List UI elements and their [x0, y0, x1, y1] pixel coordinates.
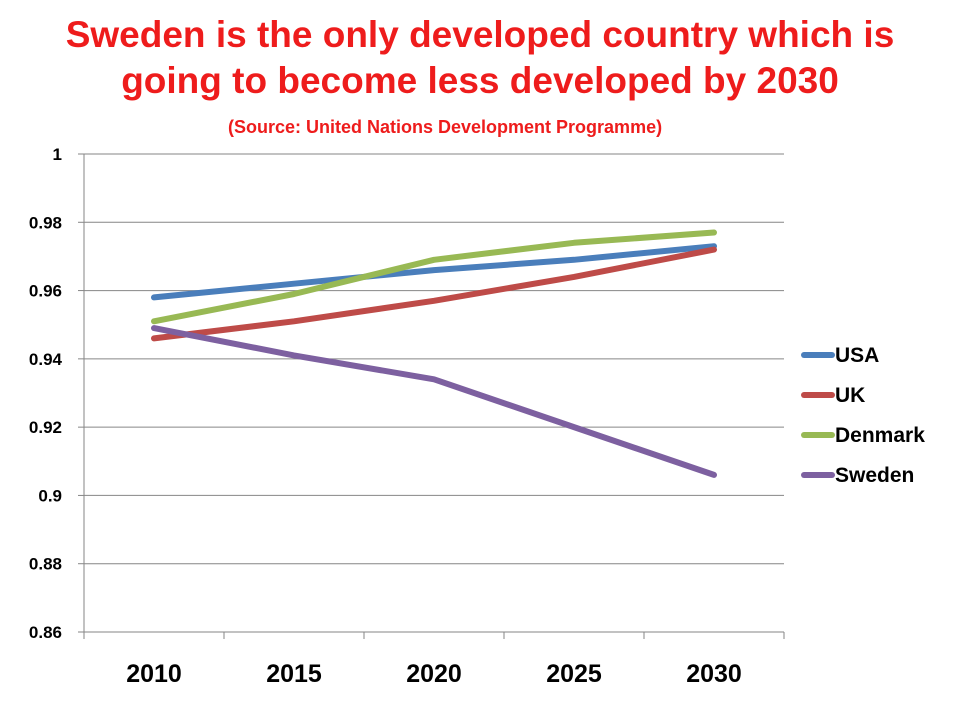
series-line-uk	[151, 246, 717, 342]
y-tick-label: 0.86	[29, 623, 62, 642]
series-line-usa	[151, 243, 717, 301]
chart-title: Sweden is the only developed country whi…	[0, 12, 960, 104]
legend-label-usa: USA	[835, 344, 879, 367]
y-tick-label: 0.98	[29, 213, 62, 232]
x-tick-label: 2010	[126, 660, 182, 688]
y-tick-label: 0.88	[29, 555, 62, 574]
x-tick-label: 2025	[546, 660, 602, 688]
series-line-denmark	[151, 229, 717, 325]
x-tick-label: 2015	[266, 660, 322, 688]
y-tick-label: 0.9	[38, 486, 62, 505]
y-tick-label: 1	[53, 145, 62, 164]
legend-label-uk: UK	[835, 384, 865, 407]
y-tick-label: 0.92	[29, 418, 62, 437]
series-line-sweden	[151, 325, 717, 478]
chart-subtitle: (Source: United Nations Development Prog…	[228, 117, 663, 137]
chart-title-line1: Sweden is the only developed country whi…	[65, 14, 895, 55]
y-tick-label: 0.96	[29, 282, 62, 301]
x-tick-label: 2020	[406, 660, 462, 688]
x-tick-label: 2030	[686, 660, 742, 688]
legend-label-denmark: Denmark	[835, 424, 925, 447]
legend: USA UK Denmark Sweden	[801, 344, 925, 487]
chart-title-line2: going to become less developed by 2030	[121, 60, 839, 101]
series-lines	[151, 229, 717, 478]
axes: 0.86 0.88 0.9 0.92 0.94 0.96 0.98 1 2010 2015 2020…	[29, 145, 785, 688]
gridlines	[84, 153, 784, 633]
legend-label-sweden: Sweden	[835, 464, 914, 487]
y-tick-label: 0.94	[29, 350, 63, 369]
